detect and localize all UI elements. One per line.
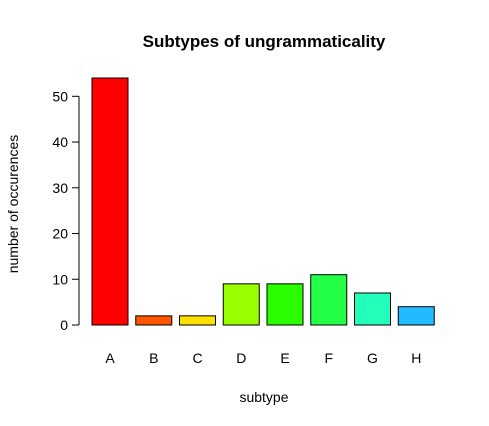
x-tick-label-E: E (280, 350, 289, 366)
x-tick-label-B: B (149, 350, 158, 366)
x-axis-label: subtype (239, 389, 288, 405)
bar-H (397, 306, 435, 326)
chart-title: Subtypes of ungrammaticality (143, 32, 386, 51)
x-tick-label-D: D (236, 350, 246, 366)
x-tick-label-F: F (324, 350, 333, 366)
bar-B (135, 315, 173, 326)
bar-F (310, 274, 348, 326)
bar-C (179, 315, 216, 326)
y-tick-label: 50 (52, 88, 68, 104)
y-tick-label: 20 (52, 226, 68, 242)
x-tick-label-C: C (192, 350, 202, 366)
x-tick-label-G: G (367, 350, 378, 366)
y-tick-label: 0 (60, 317, 68, 333)
y-tick-label: 30 (52, 180, 68, 196)
y-axis: 0 10 20 30 40 50 (52, 88, 80, 333)
x-tick-label-A: A (105, 350, 115, 366)
bar-D (222, 283, 260, 326)
bar-G (354, 292, 391, 326)
y-axis-label: number of occurences (5, 135, 21, 274)
y-tick-label: 40 (52, 134, 68, 150)
bars-group (91, 77, 435, 326)
x-tick-label-H: H (411, 350, 421, 366)
y-tick-label: 10 (52, 271, 68, 287)
bar-A (91, 77, 129, 326)
x-tick-labels: A B C D E F G H (105, 350, 421, 366)
bar-E (266, 283, 304, 326)
